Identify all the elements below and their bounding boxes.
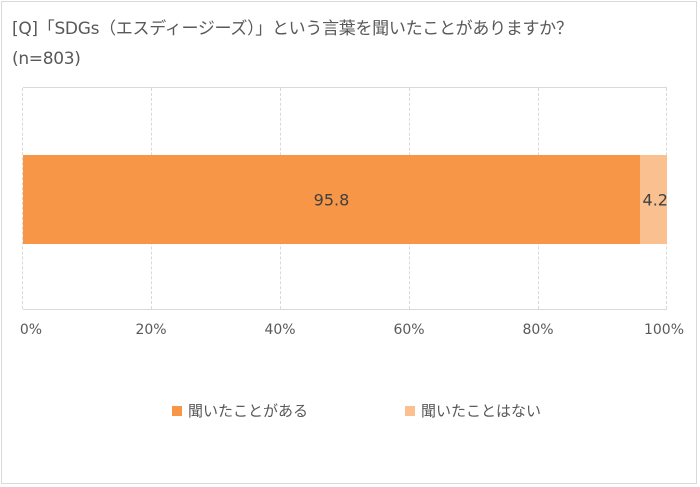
legend-label-heard: 聞いたことがある [188,402,309,420]
legend-swatch-not-heard [405,405,415,416]
x-tick-100: 100% [643,322,685,338]
x-tick-40: 40% [264,322,296,338]
x-axis-ticks: 0% 20% 40% 60% 80% 100% [0,322,700,342]
legend-swatch-heard [172,405,182,416]
x-tick-80: 80% [522,322,554,338]
x-tick-20: 20% [135,322,167,338]
chart-title: [Q]「SDGs（エスディージーズ）」という言葉を聞いたことがありますか？ (n… [12,14,573,74]
plot-area: 95.8 4.2 [22,87,668,310]
legend-item-not-heard: 聞いたことはない [405,400,541,421]
data-label-not-heard: 4.2 [642,190,668,209]
legend-label-not-heard: 聞いたことはない [421,402,542,420]
stacked-bar: 95.8 4.2 [23,155,668,244]
x-tick-0: 0% [19,322,43,338]
gridline-0 [22,88,23,309]
bar-segment-not-heard: 4.2 [639,155,668,244]
x-tick-60: 60% [393,322,425,338]
data-label-heard: 95.8 [313,190,350,209]
legend-item-heard: 聞いたことがある [172,400,308,421]
bar-segment-heard: 95.8 [23,155,640,244]
legend: 聞いたことがある 聞いたことはない [0,400,700,422]
chart-title-question: [Q]「SDGs（エスディージーズ）」という言葉を聞いたことがありますか？ [12,19,573,39]
chart-title-sample-size: (n=803) [12,49,81,69]
